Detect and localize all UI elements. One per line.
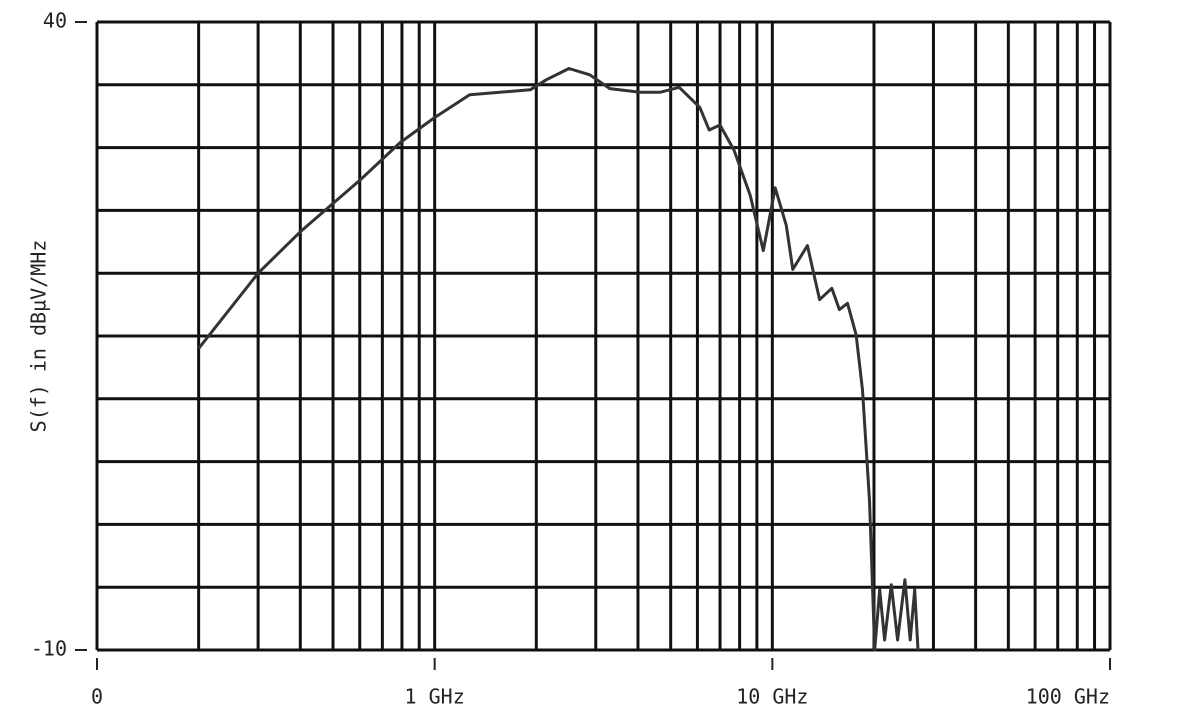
y-tick-label: 40 — [43, 9, 67, 33]
y-axis-label: S(f) in dBµV/MHz — [27, 240, 51, 433]
y-tick-label: -10 — [31, 637, 67, 661]
x-tick-label: 10 GHz — [736, 685, 808, 709]
x-tick-label: 100 GHz — [1026, 685, 1110, 709]
data-line — [197, 67, 920, 652]
x-tick-label: 0 — [91, 685, 103, 709]
x-tick-label: 1 GHz — [405, 685, 465, 709]
